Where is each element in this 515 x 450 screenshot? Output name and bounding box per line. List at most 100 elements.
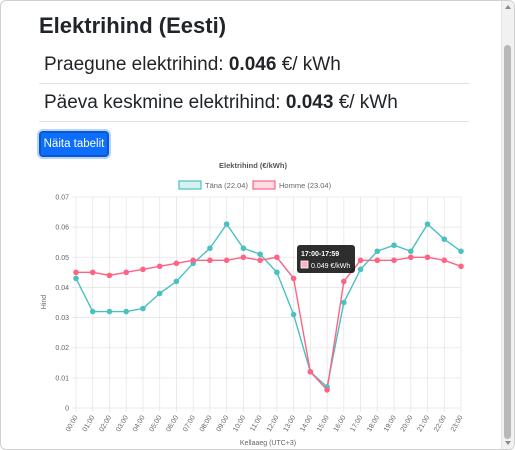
- show-table-button[interactable]: Näita tabelit: [39, 131, 109, 157]
- data-point-today[interactable]: [274, 269, 280, 276]
- data-point-today[interactable]: [89, 308, 96, 315]
- y-tick-label: 0.04: [55, 285, 69, 292]
- x-tick-label: 16:00: [333, 414, 348, 433]
- data-point-tomorrow[interactable]: [307, 369, 314, 375]
- x-tick-label: 14:00: [299, 414, 314, 433]
- data-point-today[interactable]: [357, 266, 364, 273]
- vertical-scrollbar[interactable]: [501, 1, 514, 449]
- y-tick-label: 0.01: [55, 375, 69, 382]
- data-point-tomorrow[interactable]: [391, 257, 397, 264]
- data-point-tomorrow[interactable]: [223, 257, 230, 264]
- data-point-tomorrow[interactable]: [374, 257, 381, 264]
- scrollbar-thumb[interactable]: [504, 45, 511, 439]
- chart-title: Elektrihind (€/kWh): [219, 161, 287, 170]
- x-tick-label: 17:00: [349, 414, 364, 433]
- current-price-row: Praegune elektrihind: 0.046 €/ kWh: [39, 46, 469, 84]
- x-tick-label: 05:00: [149, 414, 164, 433]
- data-point-today[interactable]: [374, 248, 381, 255]
- tooltip-value: 0.049 €/kWh: [311, 263, 350, 270]
- data-point-tomorrow[interactable]: [274, 254, 280, 261]
- data-point-today[interactable]: [73, 275, 79, 282]
- current-price-label: Praegune elektrihind:: [44, 54, 224, 75]
- legend-swatch-today[interactable]: [178, 180, 202, 190]
- data-point-tomorrow[interactable]: [123, 269, 130, 276]
- average-price-label: Päeva keskmine elektrihind:: [44, 92, 281, 113]
- x-tick-label: 04:00: [132, 414, 147, 433]
- tooltip-box: [297, 245, 355, 273]
- data-point-tomorrow[interactable]: [156, 263, 163, 270]
- data-point-tomorrow[interactable]: [89, 269, 96, 276]
- data-point-tomorrow[interactable]: [324, 387, 330, 393]
- scroll-up-arrow-icon[interactable]: [505, 5, 511, 9]
- data-point-tomorrow[interactable]: [341, 278, 347, 285]
- x-tick-label: 08:00: [199, 414, 214, 433]
- y-axis-ticks: 0 0.01 0.02 0.03 0.04 0.05 0.06 0.07: [55, 195, 69, 413]
- price-chart[interactable]: Elektrihind (€/kWh) Täna (22.04) Homme (…: [1, 151, 501, 450]
- x-tick-label: 07:00: [182, 414, 197, 433]
- data-point-today[interactable]: [106, 308, 113, 315]
- x-tick-label: 18:00: [366, 414, 381, 433]
- data-point-tomorrow[interactable]: [173, 260, 180, 267]
- y-tick-label: 0.03: [55, 315, 69, 322]
- x-tick-label: 13:00: [283, 414, 298, 433]
- data-point-tomorrow[interactable]: [257, 257, 263, 264]
- data-point-today[interactable]: [173, 278, 180, 285]
- data-point-today[interactable]: [391, 242, 397, 249]
- x-tick-label: 21:00: [416, 414, 431, 433]
- y-tick-label: 0: [65, 406, 69, 413]
- legend-swatch-tomorrow[interactable]: [252, 180, 276, 190]
- data-point-today[interactable]: [140, 305, 146, 312]
- x-tick-label: 02:00: [98, 414, 113, 433]
- data-point-today[interactable]: [156, 290, 163, 297]
- data-point-tomorrow[interactable]: [458, 263, 464, 270]
- data-point-today[interactable]: [123, 308, 130, 315]
- chart-tooltip: 17:00-17:59 0.049 €/kWh: [297, 245, 355, 273]
- data-point-tomorrow[interactable]: [207, 257, 213, 264]
- x-tick-label: 22:00: [433, 414, 448, 433]
- x-tick-label: 09:00: [216, 414, 231, 433]
- x-tick-label: 12:00: [266, 414, 281, 433]
- legend-label-tomorrow[interactable]: Homme (23.04): [279, 181, 332, 190]
- x-tick-label: 06:00: [165, 414, 180, 433]
- data-point-today[interactable]: [424, 221, 431, 227]
- data-point-today[interactable]: [240, 245, 247, 252]
- average-price-unit: €/ kWh: [338, 92, 398, 113]
- x-tick-label: 11:00: [249, 414, 264, 432]
- data-point-today[interactable]: [207, 245, 213, 252]
- scroll-down-arrow-icon[interactable]: [505, 441, 511, 445]
- x-tick-label: 10:00: [232, 414, 247, 433]
- data-point-today[interactable]: [290, 311, 297, 318]
- data-point-tomorrow[interactable]: [240, 254, 247, 261]
- data-point-today[interactable]: [257, 251, 263, 258]
- data-point-tomorrow[interactable]: [424, 254, 431, 261]
- data-point-tomorrow[interactable]: [106, 272, 113, 279]
- data-point-tomorrow[interactable]: [190, 257, 196, 264]
- data-point-tomorrow[interactable]: [407, 254, 414, 261]
- chart-legend[interactable]: Täna (22.04) Homme (23.04): [178, 180, 332, 190]
- series-line-tomorrow: [76, 256, 462, 392]
- data-point-tomorrow[interactable]: [140, 266, 146, 273]
- data-point-today[interactable]: [407, 248, 414, 255]
- x-tick-label: 19:00: [383, 414, 398, 433]
- y-tick-label: 0.06: [55, 225, 69, 232]
- data-point-tomorrow[interactable]: [357, 257, 364, 264]
- y-tick-label: 0.02: [55, 345, 69, 352]
- average-price-row: Päeva keskmine elektrihind: 0.043 €/ kWh: [39, 84, 469, 122]
- y-tick-label: 0.05: [55, 255, 69, 262]
- data-point-today[interactable]: [223, 221, 230, 227]
- x-axis-label: Kellaaeg (UTC+3): [240, 440, 296, 447]
- legend-label-today[interactable]: Täna (22.04): [205, 181, 248, 190]
- tooltip-series-swatch: [300, 260, 309, 269]
- data-point-today[interactable]: [458, 248, 464, 255]
- data-point-tomorrow[interactable]: [290, 275, 297, 282]
- y-tick-label: 0.07: [55, 195, 69, 202]
- x-tick-label: 00:00: [65, 414, 80, 433]
- series-line-today: [75, 222, 462, 389]
- data-point-tomorrow[interactable]: [441, 257, 448, 264]
- data-point-tomorrow[interactable]: [73, 269, 79, 276]
- data-point-today[interactable]: [341, 299, 347, 306]
- current-price-value: 0.046: [228, 54, 277, 75]
- x-tick-label: 01:00: [82, 414, 97, 433]
- data-point-today[interactable]: [441, 236, 448, 242]
